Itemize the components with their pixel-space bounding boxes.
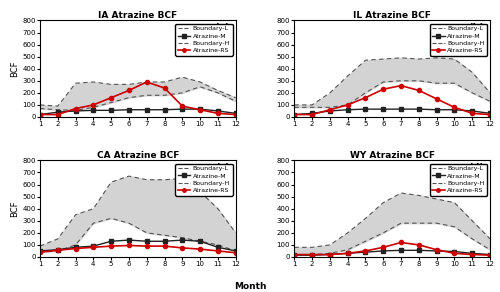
Title: WY Atrazine BCF: WY Atrazine BCF	[350, 151, 434, 160]
Legend: Boundary-L, Atrazine-M, Boundary-H, Atrazine-RS: Boundary-L, Atrazine-M, Boundary-H, Atra…	[430, 24, 487, 56]
Text: (b): (b)	[468, 23, 484, 33]
Text: (c): (c)	[215, 163, 230, 173]
Title: IL Atrazine BCF: IL Atrazine BCF	[353, 11, 431, 20]
Y-axis label: BCF: BCF	[10, 60, 20, 77]
Legend: Boundary-L, Atrazine-M, Boundary-H, Atrazine-RS: Boundary-L, Atrazine-M, Boundary-H, Atra…	[176, 24, 233, 56]
Y-axis label: BCF: BCF	[10, 200, 20, 217]
Text: (a): (a)	[214, 23, 230, 33]
Legend: Boundary-L, Atrazine-M, Boundary-H, Atrazine-RS: Boundary-L, Atrazine-M, Boundary-H, Atra…	[176, 164, 233, 196]
Title: IA Atrazine BCF: IA Atrazine BCF	[98, 11, 178, 20]
Text: (d): (d)	[468, 163, 484, 173]
Text: Month: Month	[234, 282, 266, 291]
Title: CA Atrazine BCF: CA Atrazine BCF	[96, 151, 179, 160]
Legend: Boundary-L, Atrazine-M, Boundary-H, Atrazine-RS: Boundary-L, Atrazine-M, Boundary-H, Atra…	[430, 164, 487, 196]
